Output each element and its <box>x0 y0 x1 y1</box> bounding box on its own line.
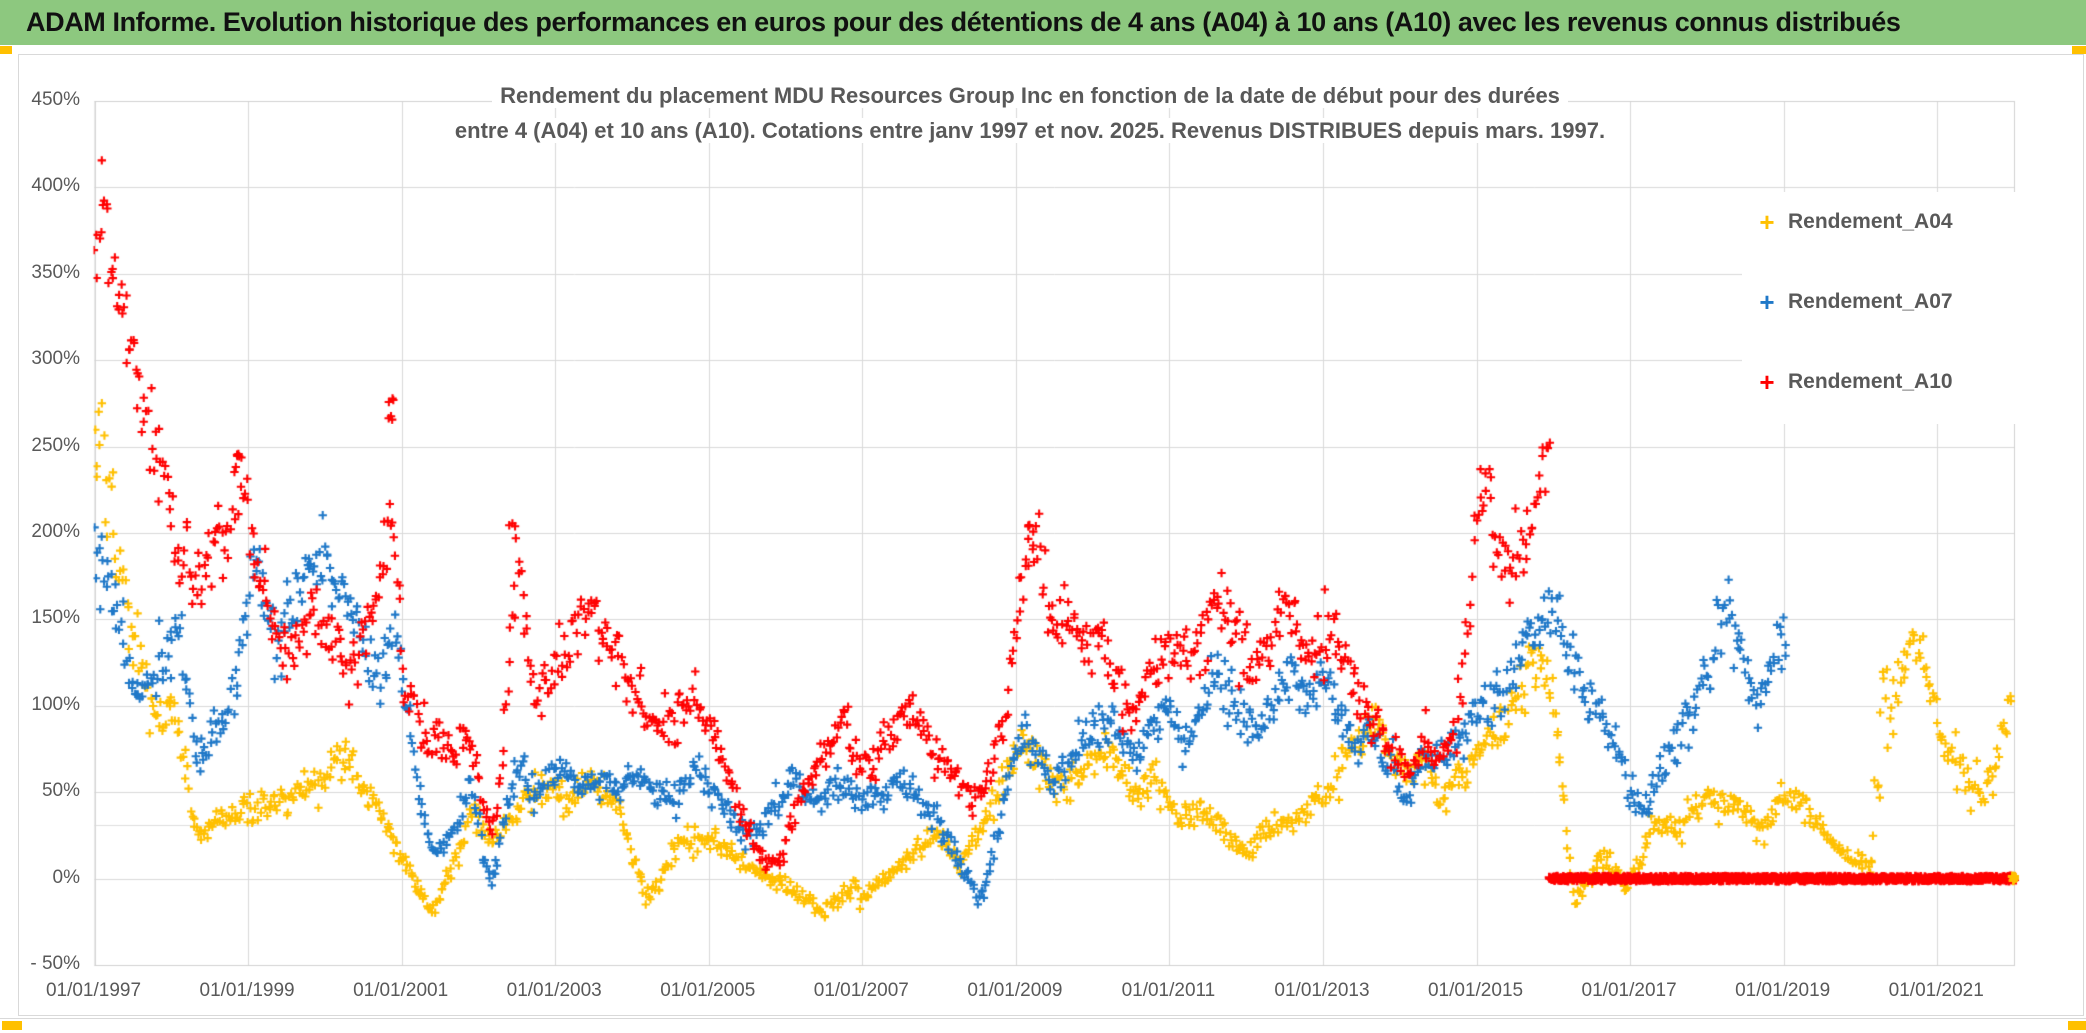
x-tick-label: 01/01/2021 <box>1888 980 1984 1001</box>
legend-item-rendement_a07[interactable]: + Rendement_A07 <box>1754 284 1953 320</box>
x-tick-label: 01/01/2007 <box>813 980 909 1001</box>
plus-marker-icon: + <box>1759 287 1775 317</box>
chart-title-line2: entre 4 (A04) et 10 ans (A10). Cotations… <box>446 118 1614 143</box>
y-tick-label: 400% <box>31 175 80 197</box>
chart-title: Rendement du placement MDU Resources Gro… <box>330 78 1730 148</box>
y-tick-label: 350% <box>31 261 80 283</box>
legend-label: Rendement_A07 <box>1788 290 1953 313</box>
x-tick-label: 01/01/2011 <box>1121 980 1216 1001</box>
legend-label: Rendement_A04 <box>1788 210 1953 233</box>
y-tick-label: 200% <box>31 521 80 542</box>
x-tick-label: 01/01/2003 <box>506 980 602 1001</box>
x-tick-label: 01/01/1997 <box>45 980 142 1001</box>
y-tick-label: 300% <box>31 348 80 370</box>
x-tick-label: 01/01/2013 <box>1274 980 1370 1001</box>
x-tick-label: 01/01/2009 <box>967 980 1063 1001</box>
legend-item-rendement_a10[interactable]: + Rendement_A10 <box>1754 364 1953 400</box>
y-tick-label: 450% <box>31 89 80 110</box>
plus-marker-icon: + <box>1759 367 1775 397</box>
y-tick-label: 50% <box>41 780 80 802</box>
y-tick-label: 250% <box>31 434 80 456</box>
legend-label: Rendement_A10 <box>1788 370 1953 393</box>
y-tick-label: 150% <box>31 607 80 629</box>
x-tick-label: 01/01/2017 <box>1581 980 1677 1001</box>
plus-marker-icon: + <box>1759 207 1775 237</box>
y-tick-label: 100% <box>31 693 80 715</box>
y-tick-label: - 50% <box>30 953 80 974</box>
x-tick-label: 01/01/1999 <box>199 980 295 1001</box>
x-tick-label: 01/01/2019 <box>1735 980 1831 1001</box>
chart-legend: + Rendement_A04 + Rendement_A07 + Rendement_A… <box>1742 192 2034 424</box>
chart-title-line1: Rendement du placement MDU Resources Gro… <box>492 83 1568 108</box>
y-tick-label: 0% <box>52 866 80 888</box>
legend-item-rendement_a04[interactable]: + Rendement_A04 <box>1754 204 1953 240</box>
x-tick-label: 01/01/2001 <box>353 980 449 1001</box>
x-tick-label: 01/01/2005 <box>660 980 756 1001</box>
x-tick-label: 01/01/2015 <box>1427 980 1524 1001</box>
